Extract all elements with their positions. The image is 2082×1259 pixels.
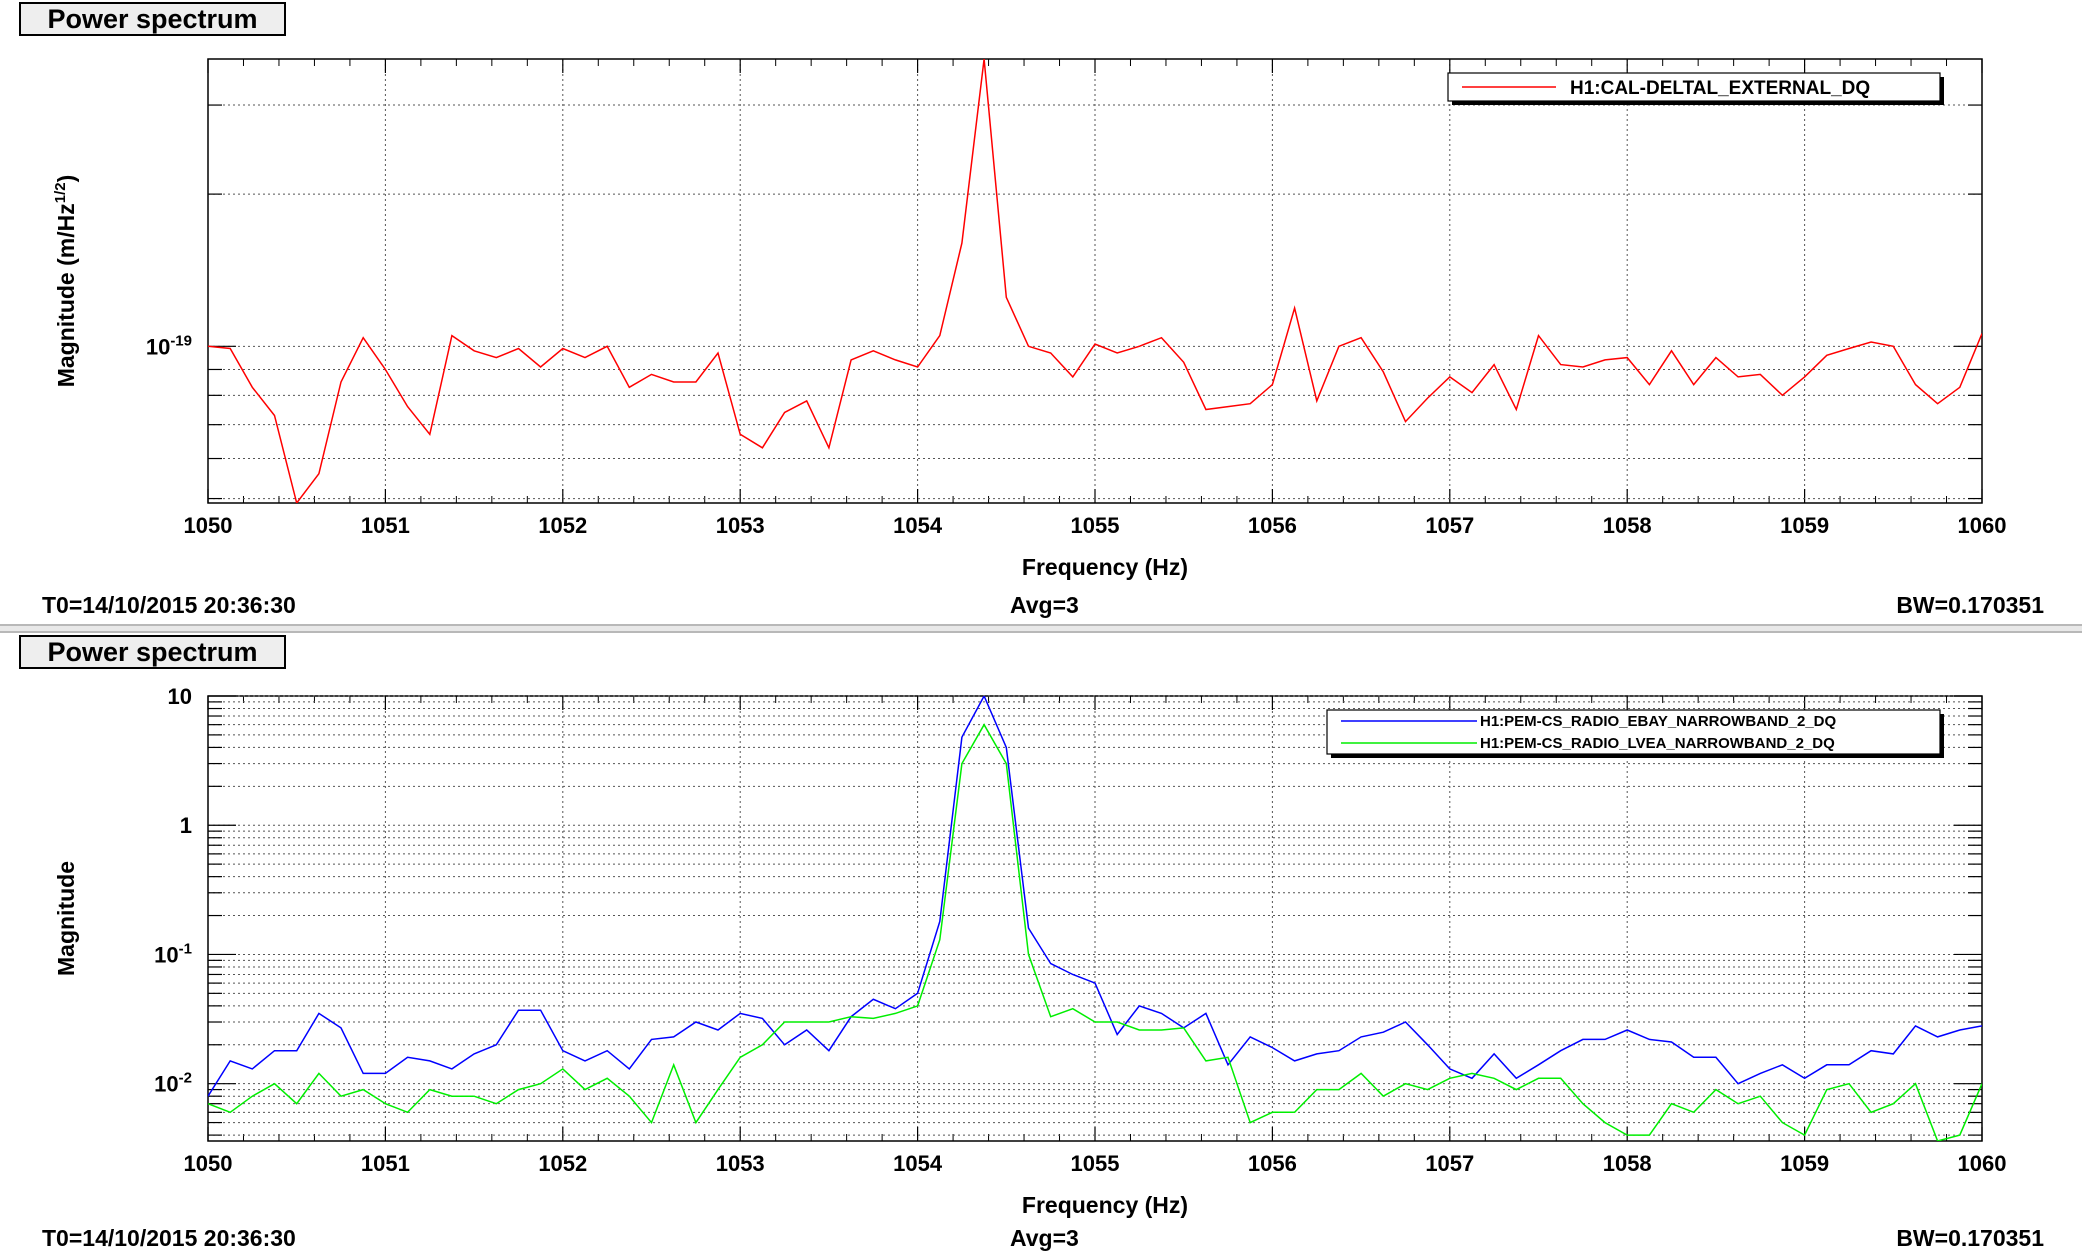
- x-tick-label: 1055: [1071, 1151, 1120, 1176]
- x-tick-label: 1052: [538, 513, 587, 538]
- panel-divider[interactable]: [0, 624, 2082, 633]
- x-tick-label: 1053: [716, 1151, 765, 1176]
- x-axis-label: Frequency (Hz): [1022, 1192, 1188, 1218]
- status-bar-bottom: T0=14/10/2015 20:36:30 Avg=3 BW=0.170351: [0, 1225, 2082, 1255]
- x-tick-label: 1056: [1248, 1151, 1297, 1176]
- x-tick-label: 1058: [1603, 513, 1652, 538]
- t0-label: T0=14/10/2015 20:36:30: [42, 592, 296, 618]
- avg-label: Avg=3: [1010, 592, 1079, 618]
- x-tick-label: 1051: [361, 1151, 410, 1176]
- panel-top: Power spectrum 1050 1051 1052 1053 1054 1055 1…: [0, 0, 2082, 627]
- x-tick-label: 1057: [1425, 1151, 1474, 1176]
- y-tick-label: 10-19: [146, 332, 192, 359]
- y-tick-label: 10-2: [154, 1070, 192, 1097]
- x-tick-label: 1059: [1780, 1151, 1829, 1176]
- x-tick-label: 1060: [1958, 513, 2007, 538]
- x-tick-label: 1051: [361, 513, 410, 538]
- status-bar-top: T0=14/10/2015 20:36:30 Avg=3 BW=0.170351: [0, 592, 2082, 622]
- x-tick-label: 1053: [716, 513, 765, 538]
- power-spectrum-title-bottom[interactable]: Power spectrum: [19, 635, 286, 669]
- x-tick-label: 1052: [538, 1151, 587, 1176]
- y-tick-label: 1: [180, 813, 192, 838]
- power-spectrum-title-top[interactable]: Power spectrum: [19, 2, 286, 36]
- series-line-0: [208, 696, 1982, 1097]
- x-tick-label: 1050: [184, 1151, 233, 1176]
- series-line-0: [208, 59, 1982, 503]
- y-tick-label: 10: [168, 684, 192, 709]
- x-tick-label: 1058: [1603, 1151, 1652, 1176]
- y-axis-label: Magnitude (m/Hz1/2): [52, 175, 79, 388]
- x-axis-label: Frequency (Hz): [1022, 554, 1188, 580]
- bw-label: BW=0.170351: [1896, 1225, 2044, 1251]
- x-tick-label: 1054: [893, 1151, 943, 1176]
- x-tick-label: 1060: [1958, 1151, 2007, 1176]
- bw-label: BW=0.170351: [1896, 592, 2044, 618]
- x-tick-label: 1054: [893, 513, 943, 538]
- series-line-1: [208, 723, 1982, 1141]
- y-axis-label: Magnitude: [53, 861, 79, 976]
- avg-label: Avg=3: [1010, 1225, 1079, 1251]
- legend-entry-label: H1:PEM-CS_RADIO_EBAY_NARROWBAND_2_DQ: [1480, 713, 1837, 730]
- x-tick-label: 1050: [184, 513, 233, 538]
- x-tick-label: 1059: [1780, 513, 1829, 538]
- x-tick-label: 1055: [1071, 513, 1120, 538]
- x-tick-label: 1057: [1425, 513, 1474, 538]
- spectrum-plot-top: 1050 1051 1052 1053 1054 1055 1056 1057 1058 1059…: [52, 58, 2007, 580]
- legend-box: [1326, 709, 1941, 755]
- y-tick-label: 10-1: [154, 940, 192, 967]
- panel-bottom: Power spectrum 1050 1051 1052 1053 1054 1055 1…: [0, 633, 2082, 1259]
- x-tick-label: 1056: [1248, 513, 1297, 538]
- spectrum-plot-bottom: 1050 1051 1052 1053 1054 1055 1056 1057 1058 1059…: [53, 684, 2007, 1218]
- legend-entry-label: H1:PEM-CS_RADIO_LVEA_NARROWBAND_2_DQ: [1480, 735, 1835, 752]
- t0-label: T0=14/10/2015 20:36:30: [42, 1225, 296, 1251]
- legend-entry-label: H1:CAL-DELTAL_EXTERNAL_DQ: [1570, 78, 1870, 99]
